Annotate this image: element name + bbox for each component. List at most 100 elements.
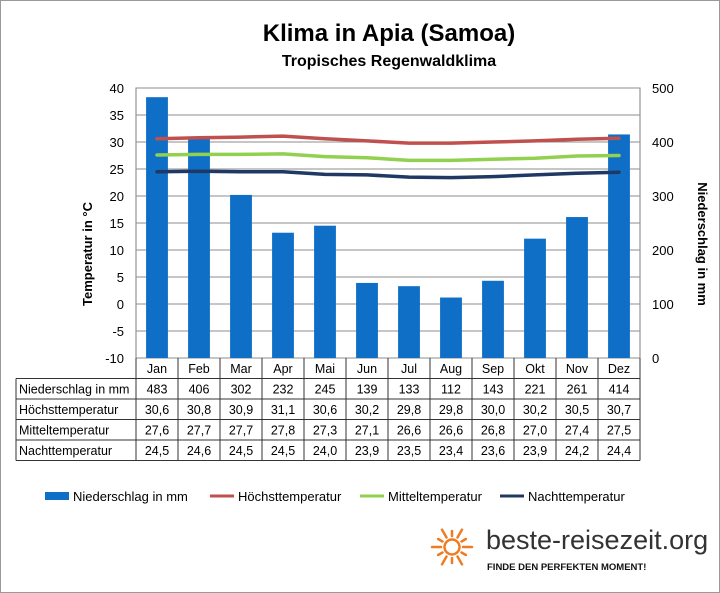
left-tick-label: 30 [110, 135, 124, 150]
sun-ray [436, 551, 444, 557]
table-row-label: Nachttemperatur [19, 444, 112, 458]
table-cell: 139 [357, 383, 378, 397]
bar [566, 217, 588, 358]
category-label: Aug [440, 362, 462, 376]
left-tick-label: 25 [110, 162, 124, 177]
table-cell: 261 [567, 383, 588, 397]
table-cell: 414 [609, 383, 630, 397]
category-label: Jul [401, 362, 417, 376]
bar [398, 286, 420, 358]
table-cell: 24,4 [607, 444, 631, 458]
left-tick-label: -5 [112, 324, 124, 339]
bar [482, 280, 504, 358]
chart-subtitle: Tropisches Regenwaldklima [282, 53, 496, 70]
table-cell: 483 [147, 383, 168, 397]
table-row-label: Mitteltemperatur [19, 424, 109, 438]
table-row-label: Höchsttemperatur [19, 403, 118, 417]
bar [440, 297, 462, 358]
table-cell: 30,2 [355, 403, 379, 417]
sun-ray [436, 537, 444, 543]
table-cell: 245 [315, 383, 336, 397]
brand-slogan: FINDE DEN PERFEKTEN MOMENT! [487, 562, 646, 573]
series-line [155, 134, 621, 145]
bar [188, 138, 210, 358]
table-cell: 232 [273, 383, 294, 397]
table-cell: 26,6 [397, 424, 421, 438]
table-cell: 29,8 [439, 403, 463, 417]
brand-logo: beste-reisezeit.org FINDE DEN PERFEKTEN … [430, 525, 708, 573]
bar [272, 232, 294, 358]
legend-label: Nachttemperatur [528, 489, 625, 504]
table-cell: 27,3 [313, 424, 337, 438]
table-cell: 27,8 [271, 424, 295, 438]
table-cell: 24,5 [145, 444, 169, 458]
table-cell: 27,6 [145, 424, 169, 438]
left-tick-label: 10 [110, 243, 124, 258]
table-row-label: Niederschlag in mm [19, 383, 129, 397]
table-cell: 30,6 [145, 403, 169, 417]
table-cell: 27,7 [229, 424, 253, 438]
category-label: Okt [525, 362, 545, 376]
left-tick-label: 5 [117, 270, 124, 285]
table-cell: 23,4 [439, 444, 463, 458]
right-axis-ticks: 500 400 300 200 100 0 [652, 81, 674, 366]
table-cell: 23,6 [481, 444, 505, 458]
bar [314, 225, 336, 358]
table-cell: 27,1 [355, 424, 379, 438]
table-cell: 221 [525, 383, 546, 397]
category-label: Sep [482, 362, 504, 376]
category-label: Apr [273, 362, 292, 376]
data-table: Jan Feb Mar Apr Mai Jun Jul Aug Sep Okt Nov Dez Nied… [15, 358, 641, 461]
category-label: Nov [566, 362, 589, 376]
table-cell: 26,6 [439, 424, 463, 438]
table-cell: 30,5 [565, 403, 589, 417]
table-cell: 29,8 [397, 403, 421, 417]
table-cell: 24,2 [565, 444, 589, 458]
sun-disc [443, 538, 461, 556]
table-cell: 30,7 [607, 403, 631, 417]
right-tick-label: 100 [652, 297, 674, 312]
table-cell: 26,8 [481, 424, 505, 438]
category-label: Jan [147, 362, 167, 376]
category-label: Mar [230, 362, 252, 376]
right-tick-label: 400 [652, 135, 674, 150]
legend-label: Niederschlag in mm [73, 489, 188, 504]
legend-label: Höchsttemperatur [238, 489, 342, 504]
table-cell: 30,9 [229, 403, 253, 417]
bar [608, 134, 630, 358]
series-line [155, 169, 621, 180]
sun-ray [460, 537, 468, 543]
table-cell: 112 [441, 383, 461, 397]
series-line [155, 152, 621, 163]
sun-icon [430, 528, 474, 566]
category-label: Jun [357, 362, 377, 376]
left-tick-label: 0 [117, 297, 124, 312]
right-tick-label: 500 [652, 81, 674, 96]
table-cell: 30,8 [187, 403, 211, 417]
table-cell: 24,5 [271, 444, 295, 458]
table-cell: 27,0 [523, 424, 547, 438]
table-cell: 24,0 [313, 444, 337, 458]
bar [356, 282, 378, 358]
brand-name: beste-reisezeit.org [486, 525, 708, 555]
sun-ray [456, 528, 464, 539]
table-cell: 30,0 [481, 403, 505, 417]
table-cell: 27,4 [565, 424, 589, 438]
left-tick-label: 35 [110, 108, 124, 123]
table-cell: 27,7 [187, 424, 211, 438]
category-label: Feb [188, 362, 210, 376]
right-tick-label: 200 [652, 243, 674, 258]
sun-ray [440, 555, 448, 566]
bar [230, 194, 252, 358]
table-cell: 27,5 [607, 424, 631, 438]
table-cell: 24,5 [229, 444, 253, 458]
left-axis-title: Temperatur in °C [80, 201, 95, 306]
precipitation-bars [146, 97, 630, 359]
bar [524, 238, 546, 358]
left-tick-label: 15 [110, 216, 124, 231]
table-cell: 23,5 [397, 444, 421, 458]
category-label: Mai [315, 362, 335, 376]
sun-ray [456, 555, 464, 566]
legend-swatch [45, 492, 69, 500]
